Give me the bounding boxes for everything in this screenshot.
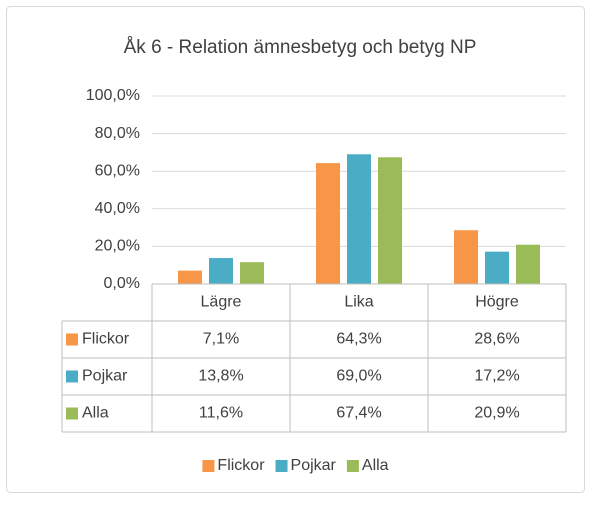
table-series-name: Flickor: [82, 331, 130, 348]
table-cell: 69,0%: [336, 368, 381, 385]
legend-label: Pojkar: [291, 457, 337, 474]
y-tick-label: 80,0%: [95, 125, 140, 142]
table-cell: 64,3%: [336, 331, 381, 348]
table-legend-key: [66, 370, 78, 383]
table-cell: 13,8%: [198, 368, 243, 385]
x-tick-label: Högre: [475, 294, 519, 311]
x-tick-label: Lika: [344, 294, 373, 311]
table-cell: 28,6%: [474, 331, 519, 348]
legend-key: [202, 460, 215, 472]
table-cell: 11,6%: [199, 405, 243, 422]
legend-label: Flickor: [217, 457, 265, 474]
table-cell: 17,2%: [474, 368, 519, 385]
table-cell: 67,4%: [336, 405, 381, 422]
bar: [347, 154, 371, 284]
legend-label: Alla: [362, 457, 389, 474]
y-tick-label: 0,0%: [104, 275, 140, 292]
table-series-name: Pojkar: [82, 368, 128, 385]
legend-key: [346, 460, 359, 472]
bar: [209, 258, 233, 284]
bar: [178, 270, 202, 284]
bar: [240, 262, 264, 284]
y-tick-label: 60,0%: [95, 162, 140, 179]
legend-key: [275, 460, 288, 472]
y-tick-label: 40,0%: [95, 200, 140, 217]
bar: [485, 251, 509, 284]
table-cell: 20,9%: [474, 405, 519, 422]
bar: [454, 230, 478, 284]
table-legend-key: [66, 407, 78, 420]
table-series-name: Alla: [82, 405, 109, 422]
table-legend-key: [66, 333, 78, 346]
bar: [316, 163, 340, 284]
bar: [516, 244, 540, 284]
y-tick-label: 20,0%: [95, 238, 140, 255]
x-tick-label: Lägre: [201, 294, 242, 311]
table-cell: 7,1%: [203, 331, 239, 348]
bar: [378, 157, 402, 284]
chart-border: [6, 6, 585, 493]
y-tick-label: 100,0%: [86, 87, 140, 104]
chart-title: Åk 6 - Relation ämnesbetyg och betyg NP: [124, 37, 477, 58]
